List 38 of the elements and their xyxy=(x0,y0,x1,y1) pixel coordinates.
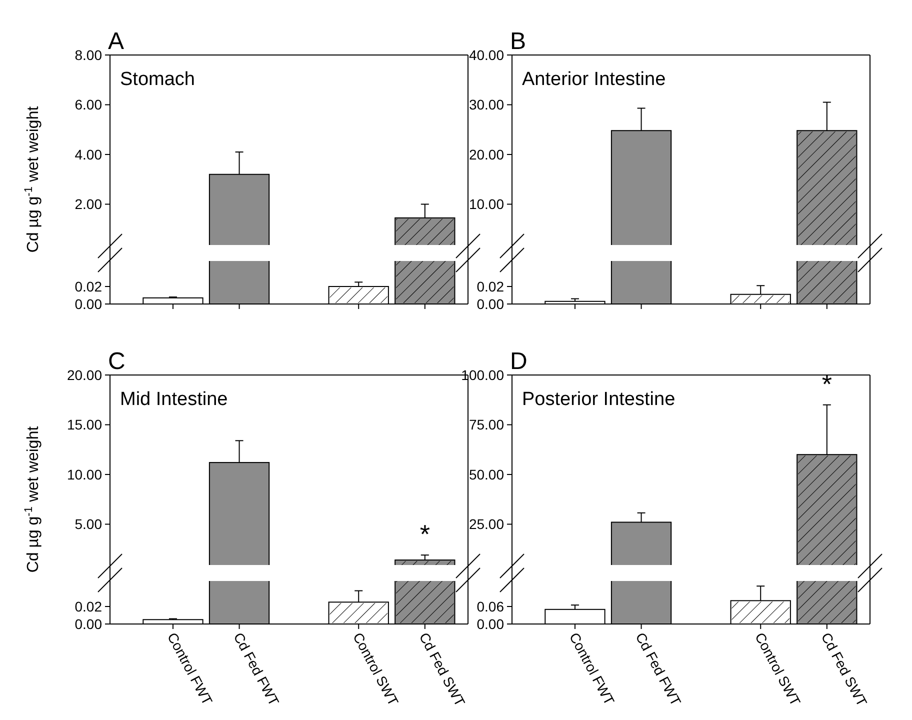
annotation: * xyxy=(822,368,832,399)
text: Stomach xyxy=(120,69,195,90)
y-tick-label: 100.00 xyxy=(461,366,504,383)
y-tick-label: 0.02 xyxy=(74,598,102,614)
y-tick-label: 25.00 xyxy=(468,516,504,532)
y-tick-label: 4.00 xyxy=(74,146,102,162)
x-tick-label: Cd Fed FWT xyxy=(230,630,283,709)
y-tick-label: 50.00 xyxy=(468,466,504,482)
chart-title: B xyxy=(510,28,526,55)
x-tick-label: Cd Fed SWT xyxy=(416,630,469,710)
chart-title: C xyxy=(108,348,126,375)
x-tick-label: Cd Fed FWT xyxy=(632,630,685,709)
y-tick-label: 0.02 xyxy=(476,278,504,294)
y-tick-label: 0.06 xyxy=(476,598,504,614)
y-tick-label: 8.00 xyxy=(74,46,102,63)
x-tick-label: Cd Fed SWT xyxy=(818,630,871,710)
text: Mid Intestine xyxy=(120,389,228,410)
y-tick-label: 75.00 xyxy=(468,416,504,433)
y-tick-label: 0.02 xyxy=(74,278,102,294)
y-tick-label: 6.00 xyxy=(74,96,102,113)
y-tick-label: 30.00 xyxy=(468,96,504,113)
y-tick-label: 10.00 xyxy=(66,466,102,482)
y-tick-label: 2.00 xyxy=(74,196,102,212)
y-tick-label: 5.00 xyxy=(74,516,102,532)
y-tick-label: 20.00 xyxy=(468,146,504,162)
y-tick-label: 15.00 xyxy=(66,416,102,433)
y-tick-label: 10.00 xyxy=(468,196,504,212)
y-tick-label: 0.00 xyxy=(476,296,504,312)
text: Posterior Intestine xyxy=(522,389,676,410)
annotation: * xyxy=(420,519,430,550)
chart-title: D xyxy=(510,348,528,375)
chart-title: A xyxy=(108,28,124,55)
y-tick-label: 20.00 xyxy=(66,366,102,383)
y-tick-label: 0.00 xyxy=(74,616,102,632)
y-tick-label: 0.00 xyxy=(74,296,102,312)
y-tick-label: 40.00 xyxy=(468,46,504,63)
y-tick-label: 0.00 xyxy=(476,616,504,632)
text: Anterior Intestine xyxy=(522,69,666,90)
